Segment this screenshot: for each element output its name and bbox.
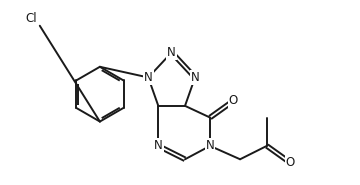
Text: N: N	[154, 139, 163, 152]
Text: O: O	[285, 156, 295, 169]
Text: N: N	[167, 46, 176, 59]
Text: Cl: Cl	[26, 11, 37, 25]
Text: N: N	[144, 71, 153, 84]
Text: N: N	[191, 71, 199, 84]
Text: O: O	[229, 94, 238, 107]
Text: N: N	[206, 139, 215, 152]
